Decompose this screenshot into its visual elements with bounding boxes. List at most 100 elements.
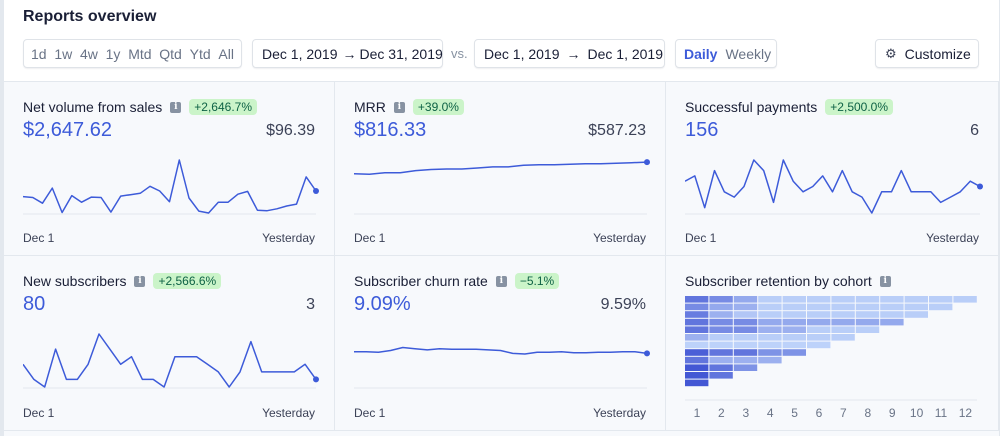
cohort-cell[interactable] xyxy=(709,341,733,349)
cohort-cell[interactable] xyxy=(929,303,953,311)
cohort-cell[interactable] xyxy=(782,318,806,326)
cohort-cell[interactable] xyxy=(733,303,758,311)
cohort-cell[interactable] xyxy=(855,326,880,333)
cohort-cell[interactable] xyxy=(904,303,928,311)
cohort-cell[interactable] xyxy=(953,296,977,303)
cohort-cell[interactable] xyxy=(807,318,831,326)
cohort-cell[interactable] xyxy=(685,372,709,379)
cohort-cell[interactable] xyxy=(807,326,831,333)
cohort-cell[interactable] xyxy=(733,311,758,318)
cohort-cell[interactable] xyxy=(758,356,782,364)
info-icon[interactable]: i xyxy=(134,275,146,287)
cohort-cell[interactable] xyxy=(685,296,709,303)
cohort-cell[interactable] xyxy=(733,349,758,356)
info-icon[interactable]: i xyxy=(170,101,182,113)
cohort-cell[interactable] xyxy=(685,341,709,349)
cohort-cell[interactable] xyxy=(831,296,855,303)
cohort-cell[interactable] xyxy=(782,296,806,303)
cohort-cell[interactable] xyxy=(831,303,855,311)
cohort-cell[interactable] xyxy=(733,341,758,349)
info-icon[interactable]: i xyxy=(495,275,507,287)
cohort-cell[interactable] xyxy=(782,311,806,318)
cohort-cell[interactable] xyxy=(758,303,782,311)
cohort-cell[interactable] xyxy=(782,334,806,341)
cohort-cell[interactable] xyxy=(855,311,880,318)
cohort-cell[interactable] xyxy=(782,341,806,349)
cohort-cell[interactable] xyxy=(855,303,880,311)
range-preset-ytd[interactable]: Ytd xyxy=(189,45,211,62)
cohort-cell[interactable] xyxy=(685,349,709,356)
cohort-cell[interactable] xyxy=(758,296,782,303)
cohort-cell[interactable] xyxy=(880,311,904,318)
cohort-cell[interactable] xyxy=(855,318,880,326)
cohort-cell[interactable] xyxy=(758,349,782,356)
range-preset-4w[interactable]: 4w xyxy=(79,45,98,62)
cohort-cell[interactable] xyxy=(758,334,782,341)
interval-daily[interactable]: Daily xyxy=(684,45,718,62)
cohort-cell[interactable] xyxy=(880,303,904,311)
report-tile-net-volume-from-sales[interactable]: Net volume from sales i +2,646.7% $2,647.62… xyxy=(4,82,335,256)
info-icon[interactable]: i xyxy=(393,101,405,113)
cohort-cell[interactable] xyxy=(904,296,928,303)
cohort-cell[interactable] xyxy=(733,334,758,341)
report-tile-subscriber-retention[interactable]: Subscriber retention by cohort i 1 2 3 4 5 6 7 8 9… xyxy=(666,256,999,431)
cohort-cell[interactable] xyxy=(685,303,709,311)
report-tile-mrr[interactable]: MRR i +39.0% $816.33 $587.23 Dec 1 Yesterday xyxy=(335,82,666,256)
cohort-cell[interactable] xyxy=(880,318,904,326)
cohort-cell[interactable] xyxy=(709,296,733,303)
cohort-cell[interactable] xyxy=(709,318,733,326)
cohort-cell[interactable] xyxy=(733,364,758,371)
cohort-cell[interactable] xyxy=(782,349,806,356)
cohort-cell[interactable] xyxy=(685,326,709,333)
cohort-cell[interactable] xyxy=(831,326,855,333)
cohort-cell[interactable] xyxy=(758,326,782,333)
cohort-cell[interactable] xyxy=(782,303,806,311)
cohort-cell[interactable] xyxy=(709,311,733,318)
cohort-cell[interactable] xyxy=(709,364,733,371)
cohort-cell[interactable] xyxy=(685,334,709,341)
cohort-cell[interactable] xyxy=(929,296,953,303)
range-preset-all[interactable]: All xyxy=(218,45,234,62)
compare-range-button[interactable]: Dec 1, 2019 → Dec 1, 2019 xyxy=(474,39,665,68)
cohort-cell[interactable] xyxy=(733,296,758,303)
cohort-cell[interactable] xyxy=(733,326,758,333)
cohort-cell[interactable] xyxy=(880,296,904,303)
range-preset-1w[interactable]: 1w xyxy=(54,45,73,62)
report-tile-subscriber-churn-rate[interactable]: Subscriber churn rate i −5.1% 9.09% 9.59% Dec… xyxy=(335,256,666,431)
range-preset-1d[interactable]: 1d xyxy=(31,45,47,62)
cohort-cell[interactable] xyxy=(758,318,782,326)
cohort-cell[interactable] xyxy=(685,356,709,364)
cohort-cell[interactable] xyxy=(831,311,855,318)
cohort-cell[interactable] xyxy=(782,326,806,333)
date-range-button[interactable]: Dec 1, 2019 → Dec 31, 2019 xyxy=(252,39,443,68)
range-preset-qtd[interactable]: Qtd xyxy=(159,45,182,62)
report-tile-successful-payments[interactable]: Successful payments +2,500.0% 156 6 Dec 1 Yes… xyxy=(666,82,999,256)
cohort-cell[interactable] xyxy=(685,364,709,371)
cohort-cell[interactable] xyxy=(709,326,733,333)
cohort-cell[interactable] xyxy=(807,296,831,303)
cohort-cell[interactable] xyxy=(709,334,733,341)
cohort-cell[interactable] xyxy=(709,349,733,356)
cohort-cell[interactable] xyxy=(685,318,709,326)
cohort-cell[interactable] xyxy=(807,303,831,311)
cohort-cell[interactable] xyxy=(733,318,758,326)
cohort-cell[interactable] xyxy=(733,356,758,364)
cohort-cell[interactable] xyxy=(758,311,782,318)
cohort-cell[interactable] xyxy=(685,311,709,318)
cohort-cell[interactable] xyxy=(807,341,831,349)
cohort-cell[interactable] xyxy=(709,356,733,364)
range-preset-mtd[interactable]: Mtd xyxy=(128,45,152,62)
cohort-cell[interactable] xyxy=(685,379,709,387)
interval-weekly[interactable]: Weekly xyxy=(725,45,772,62)
cohort-cell[interactable] xyxy=(831,334,855,341)
report-tile-new-subscribers[interactable]: New subscribers i +2,566.6% 80 3 Dec 1 Yesterd… xyxy=(4,256,335,431)
cohort-cell[interactable] xyxy=(709,372,733,379)
cohort-cell[interactable] xyxy=(855,296,880,303)
range-preset-1y[interactable]: 1y xyxy=(105,45,121,62)
info-icon[interactable]: i xyxy=(879,275,891,287)
cohort-cell[interactable] xyxy=(831,318,855,326)
cohort-cell[interactable] xyxy=(807,311,831,318)
cohort-cell[interactable] xyxy=(758,341,782,349)
cohort-cell[interactable] xyxy=(904,311,928,318)
customize-button[interactable]: ⚙ Customize xyxy=(875,39,979,68)
